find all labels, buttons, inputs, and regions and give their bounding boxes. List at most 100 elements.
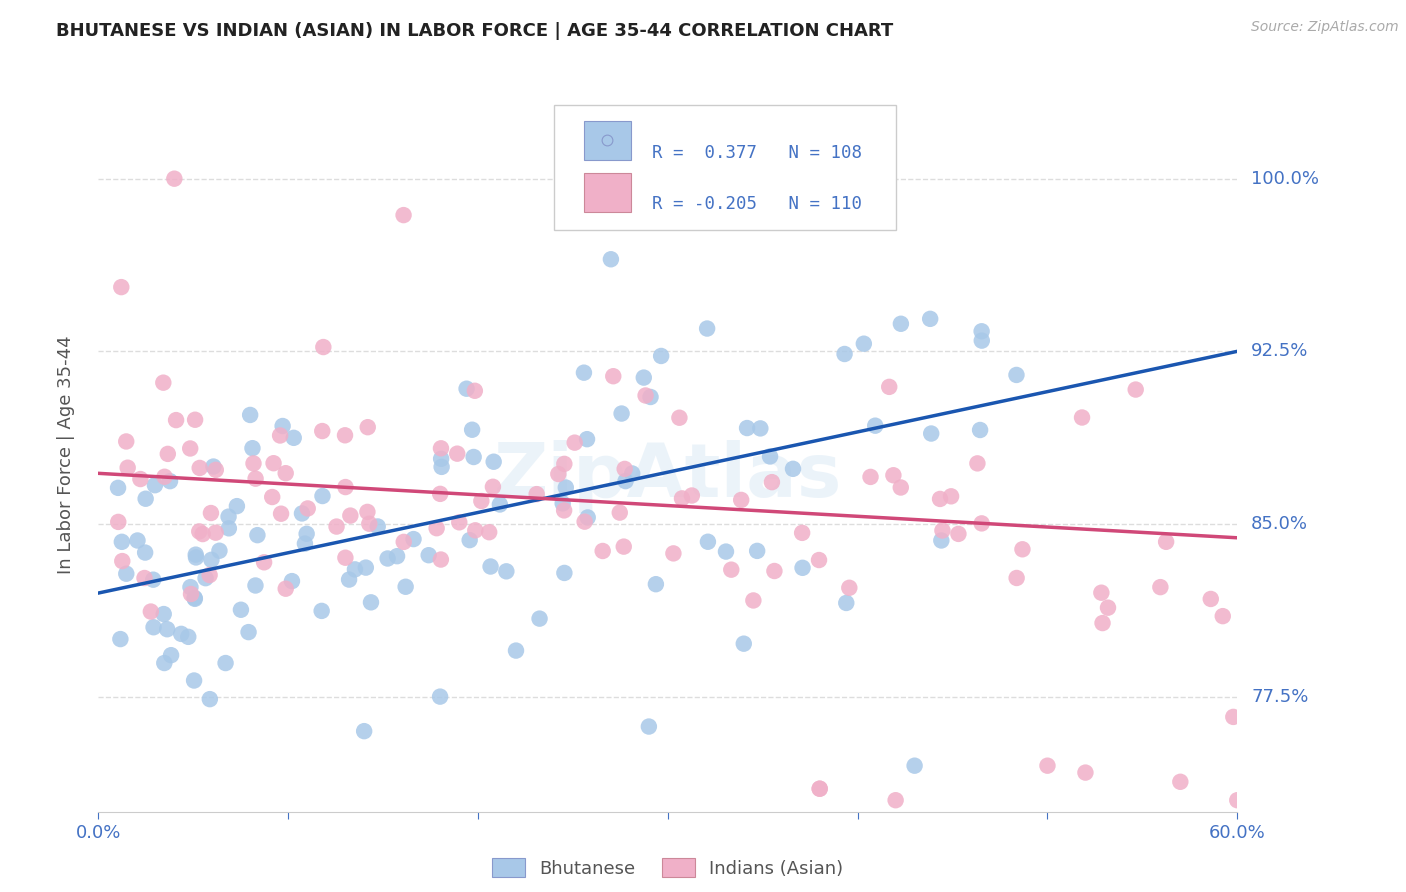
Point: [759, 450, 782, 464]
Point: [733, 637, 755, 651]
Point: [696, 534, 718, 549]
Point: [1212, 609, 1234, 624]
Point: [547, 467, 569, 481]
Point: [929, 491, 952, 506]
Point: [430, 552, 453, 566]
Point: [1149, 580, 1171, 594]
Point: [295, 526, 318, 541]
Point: [808, 553, 831, 567]
Point: [271, 419, 294, 434]
Point: [395, 580, 418, 594]
Point: [1005, 571, 1028, 585]
Point: [198, 568, 221, 582]
Point: [339, 508, 361, 523]
Point: [359, 516, 381, 531]
Point: [863, 418, 886, 433]
Point: [134, 571, 156, 585]
Point: [115, 566, 138, 581]
Point: [1199, 591, 1222, 606]
Point: [1005, 368, 1028, 382]
Point: [1226, 793, 1249, 807]
Point: [970, 334, 993, 348]
Point: [385, 549, 408, 564]
Point: [613, 462, 636, 476]
Point: [111, 534, 134, 549]
Point: [714, 544, 737, 558]
Point: [156, 447, 179, 461]
Point: [931, 524, 953, 538]
Point: [613, 540, 636, 554]
Point: [835, 596, 858, 610]
Point: [402, 532, 425, 546]
Point: [464, 384, 486, 398]
Point: [229, 603, 252, 617]
Point: [458, 533, 481, 548]
Point: [644, 577, 666, 591]
Point: [948, 527, 970, 541]
Point: [245, 578, 267, 592]
Point: [107, 481, 129, 495]
Point: [311, 604, 333, 618]
Point: [311, 489, 333, 503]
Point: [312, 340, 335, 354]
Point: [505, 643, 527, 657]
Point: [935, 308, 957, 322]
Point: [852, 336, 875, 351]
Point: [602, 369, 624, 384]
Point: [270, 507, 292, 521]
Point: [749, 421, 772, 435]
Point: [115, 434, 138, 449]
Point: [430, 459, 453, 474]
Point: [553, 503, 575, 517]
Point: [633, 370, 655, 384]
Point: [225, 499, 247, 513]
Point: [553, 566, 575, 580]
Point: [426, 521, 449, 535]
Point: [191, 527, 214, 541]
Point: [969, 423, 991, 437]
Point: [311, 424, 333, 438]
Point: [859, 470, 882, 484]
Point: [884, 793, 907, 807]
Text: Source: ZipAtlas.com: Source: ZipAtlas.com: [1251, 20, 1399, 34]
Point: [333, 428, 356, 442]
Text: 100.0%: 100.0%: [1251, 169, 1319, 187]
Point: [970, 324, 993, 338]
Point: [335, 480, 357, 494]
Point: [343, 562, 366, 576]
Point: [245, 472, 267, 486]
Point: [194, 571, 217, 585]
Point: [939, 489, 962, 503]
Point: [482, 480, 505, 494]
Point: [696, 321, 718, 335]
Text: BHUTANESE VS INDIAN (ASIAN) IN LABOR FORCE | AGE 35-44 CORRELATION CHART: BHUTANESE VS INDIAN (ASIAN) IN LABOR FOR…: [56, 22, 893, 40]
Point: [180, 587, 202, 601]
Point: [1011, 542, 1033, 557]
Text: R =  0.377   N = 108: R = 0.377 N = 108: [652, 144, 862, 161]
Point: [127, 533, 149, 548]
Point: [297, 501, 319, 516]
Point: [356, 505, 378, 519]
Text: ZipAtlas: ZipAtlas: [494, 440, 842, 513]
Point: [574, 515, 596, 529]
Point: [614, 474, 637, 488]
Point: [1154, 534, 1177, 549]
Point: [135, 491, 157, 506]
Point: [681, 488, 703, 502]
Point: [430, 442, 453, 456]
Point: [576, 432, 599, 446]
Point: [1222, 710, 1244, 724]
Point: [904, 758, 927, 772]
Point: [554, 481, 576, 495]
Point: [367, 519, 389, 533]
Point: [640, 390, 662, 404]
FancyBboxPatch shape: [583, 173, 631, 212]
Point: [335, 550, 357, 565]
Text: 92.5%: 92.5%: [1251, 343, 1309, 360]
Point: [263, 456, 285, 470]
Point: [489, 498, 512, 512]
Point: [111, 554, 134, 568]
Point: [638, 720, 661, 734]
Point: [152, 376, 174, 390]
Text: 77.5%: 77.5%: [1251, 688, 1309, 706]
